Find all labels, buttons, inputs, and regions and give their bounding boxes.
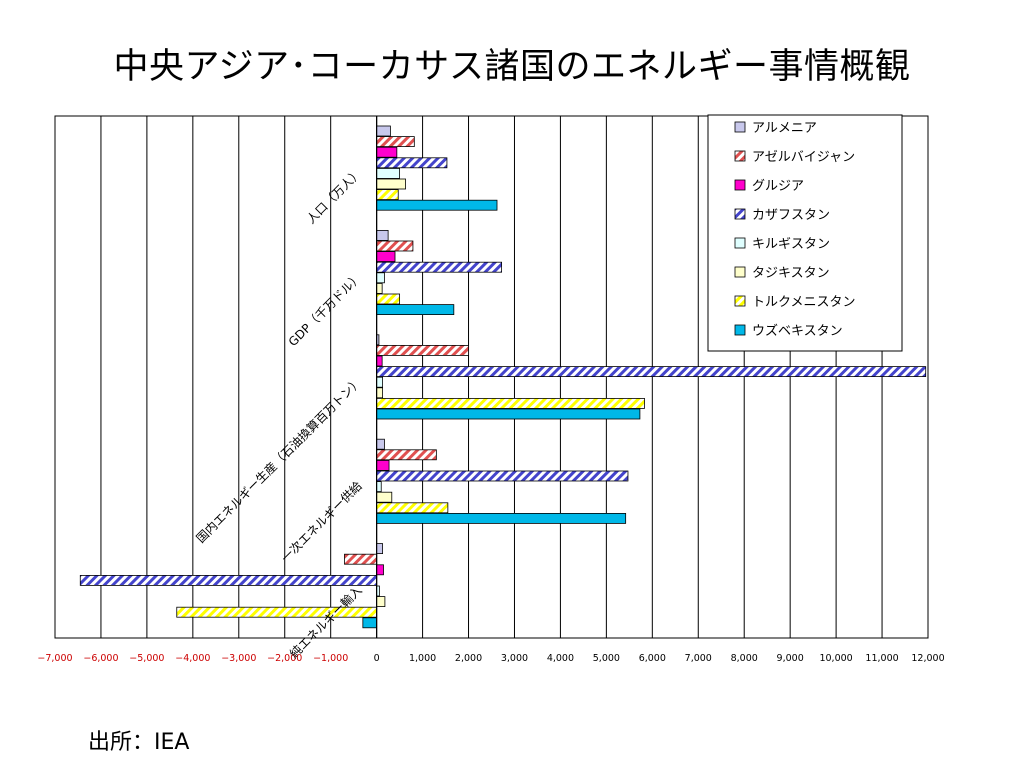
bar [376,199,498,211]
bar [376,459,390,471]
x-tick-label: 1,000 [409,653,436,664]
bar [376,178,406,190]
source-note: 出所：IEA [88,730,190,755]
category-label: 一次エネルギー供給 [278,479,364,565]
bar [376,282,383,294]
bar [376,376,384,388]
x-tick-label: 4,000 [547,653,574,664]
bar [376,261,503,273]
bar [362,617,378,629]
bar [376,491,393,503]
bar [376,136,415,148]
x-tick-label: −5,000 [129,653,164,664]
category-label: 人口（万人） [304,166,365,227]
bar [376,564,384,576]
legend-swatch [734,179,746,191]
bar [376,449,437,461]
bar [376,470,629,482]
x-tick-label: 2,000 [455,653,482,664]
bar [376,481,382,493]
x-tick-label: 12,000 [911,653,944,664]
bar [376,502,449,514]
x-tick-label: 9,000 [777,653,804,664]
bar [376,344,469,356]
bar [376,355,383,367]
x-tick-label: −6,000 [83,653,118,664]
bar [376,240,414,252]
x-tick-label: 5,000 [593,653,620,664]
bar [376,157,448,169]
x-tick-label: 11,000 [865,653,898,664]
x-tick-label: −2,000 [267,653,302,664]
legend-label: ウズベキスタン [752,323,843,339]
bar [376,229,389,241]
bar [376,513,627,524]
bar [376,304,455,316]
x-tick-label: 8,000 [731,653,758,664]
bar [376,397,645,409]
x-tick-label: 6,000 [639,653,666,664]
bar [79,575,378,586]
legend-swatch [734,150,746,162]
x-tick-label: 10,000 [819,653,852,664]
bar [376,596,386,607]
legend-swatch [734,121,746,133]
legend-swatch [734,237,746,249]
legend-swatch [734,324,746,336]
category-label: 純エネルギー輸入 [286,583,364,661]
x-tick-label: −3,000 [221,653,256,664]
legend-label: キルギスタン [752,237,830,252]
x-tick-label: 0 [374,653,380,664]
bar [376,189,399,201]
category-label: 国内エネルギー生産（石油換算百万トン） [193,374,365,546]
page-title: 中央アジア･コーカサス諸国のエネルギー事情概観 [113,47,911,87]
bar [376,251,396,263]
legend-label: グルジア [752,179,804,194]
x-tick-label: 7,000 [685,653,712,664]
legend-swatch [734,266,746,278]
bar [376,387,384,399]
bar-chart: −7,000 −6,000 −5,000 −4,000 −3,000 −2,000 −1,0… [37,114,945,664]
bar [344,553,378,565]
bar [376,366,927,378]
bar [376,167,401,179]
legend-swatch [734,295,746,307]
x-tick-label: −1,000 [313,653,348,664]
category-label: GDP（千万ドル） [286,270,365,349]
bar [376,293,401,305]
legend-label: トルクメニスタン [752,295,855,310]
bar [376,438,385,450]
bar [376,272,385,284]
bar [376,543,384,554]
bar [376,125,391,137]
legend-label: アゼルバイジャン [752,150,855,165]
legend-label: カザフスタン [752,208,830,223]
x-tick-label: 3,000 [501,653,528,664]
legend-label: アルメニア [752,121,817,136]
legend-swatch [734,208,746,220]
x-tick-label: −4,000 [175,653,210,664]
bar [376,146,398,158]
legend-label: タジキスタン [752,266,830,281]
bar [376,408,641,420]
x-tick-label: −7,000 [37,653,72,664]
